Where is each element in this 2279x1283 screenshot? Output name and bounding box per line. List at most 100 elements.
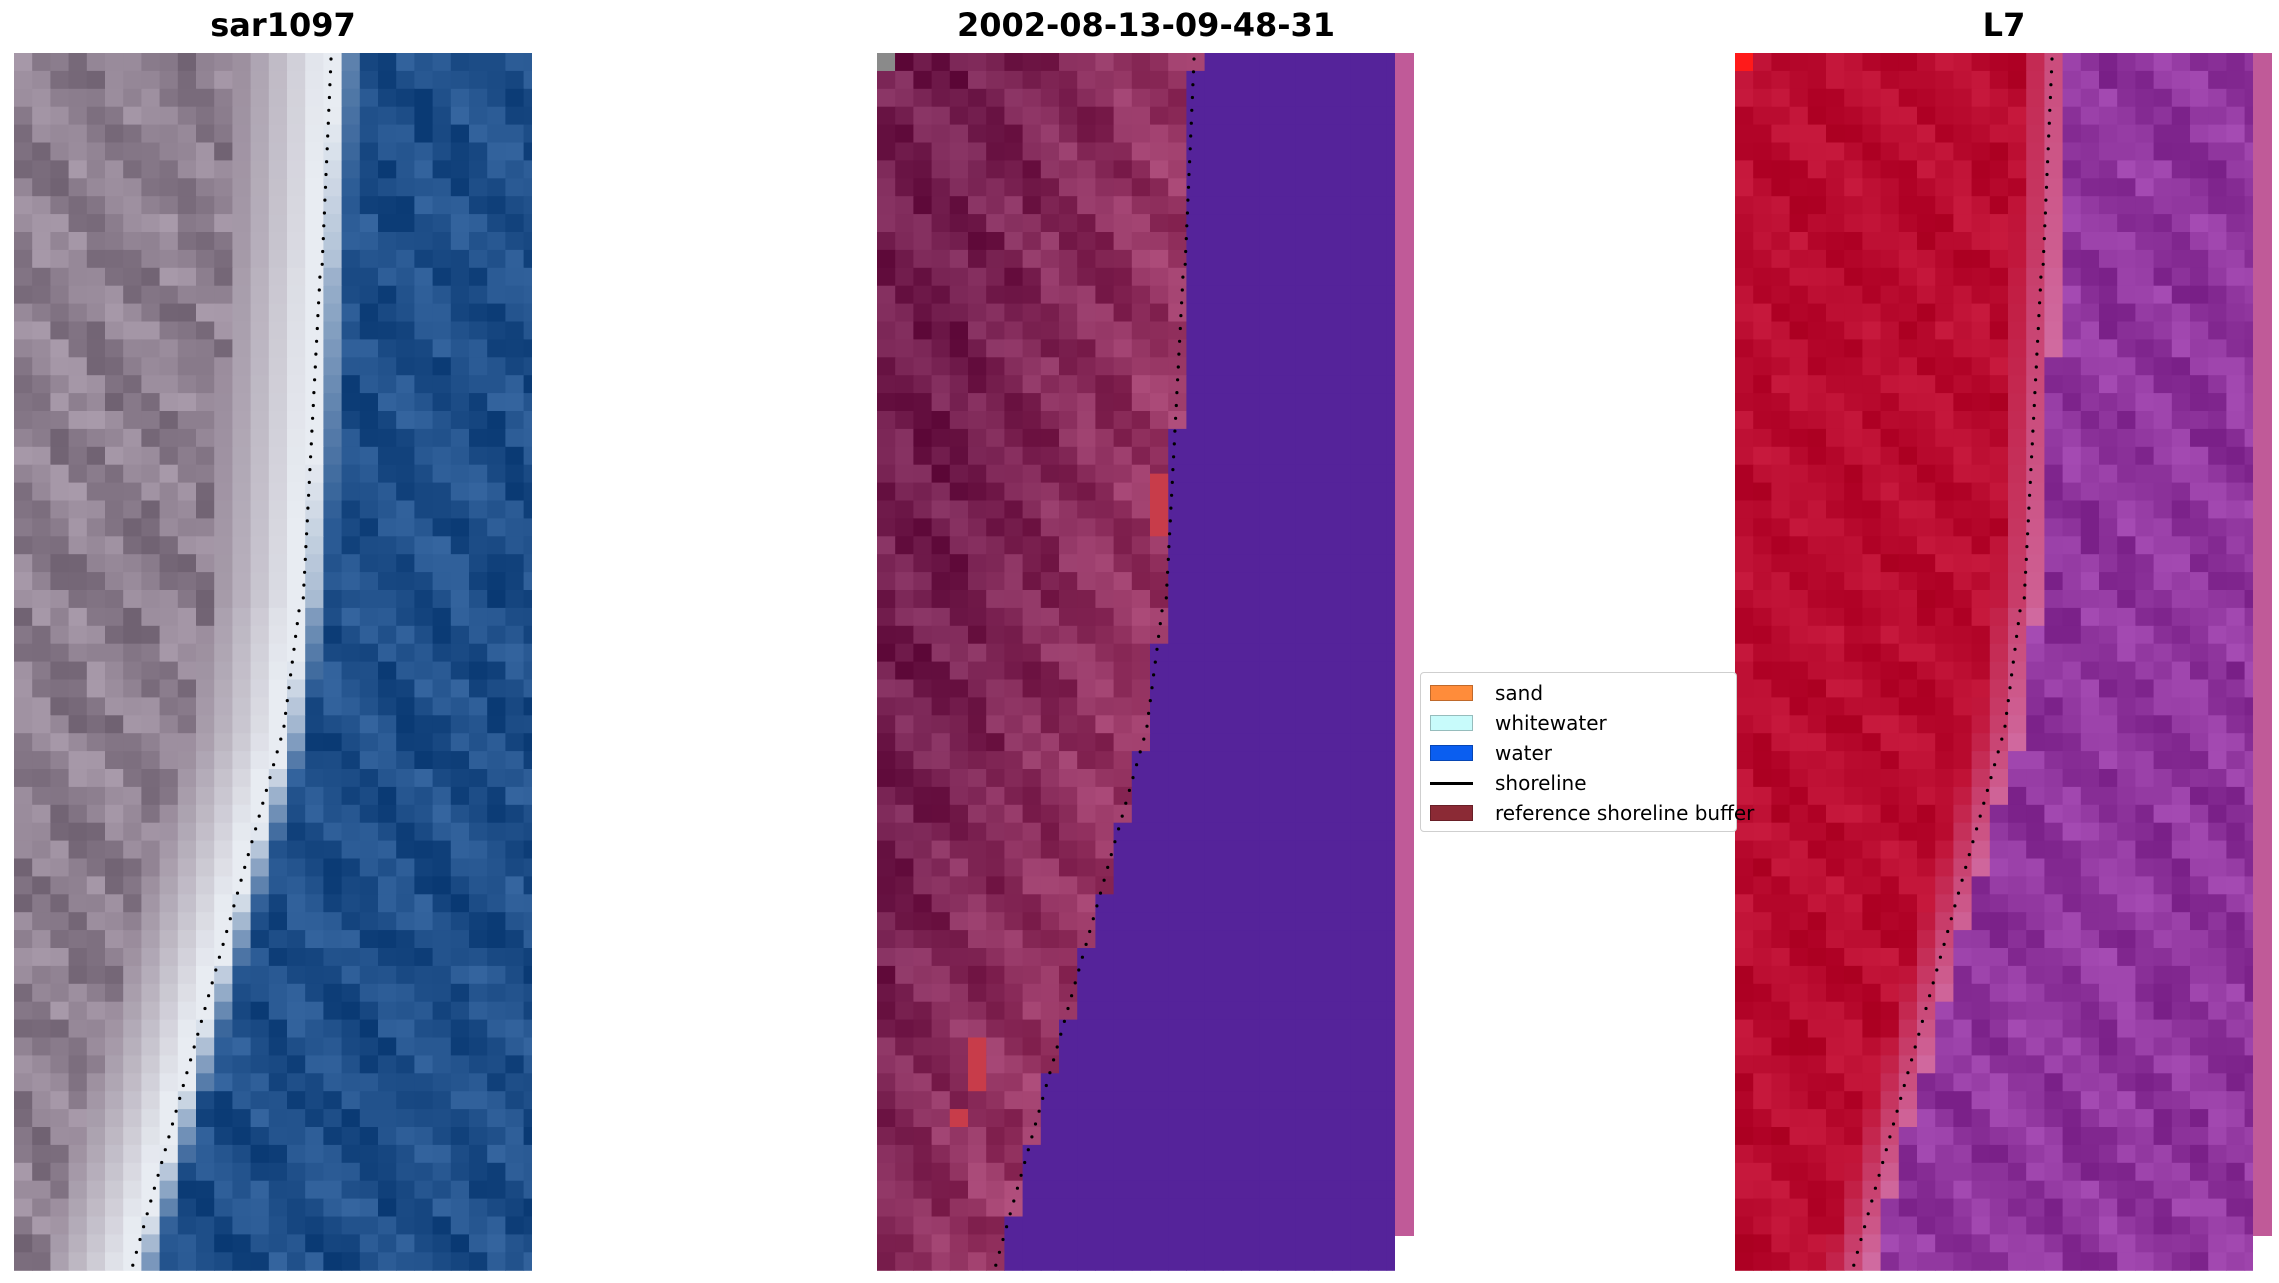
image-pixel: [268, 572, 288, 591]
image-pixel: [1295, 53, 1315, 72]
image-pixel: [986, 590, 1005, 609]
image-pixel: [913, 446, 933, 466]
image-pixel: [2080, 482, 2100, 502]
image-pixel: [214, 1144, 233, 1164]
image-pixel: [1113, 822, 1133, 842]
image-pixel: [1368, 1252, 1388, 1271]
image-pixel: [1204, 464, 1224, 484]
image-pixel: [414, 70, 434, 90]
image-pixel: [1131, 983, 1151, 1003]
image-pixel: [359, 196, 379, 215]
image-pixel: [1077, 965, 1096, 985]
image-pixel: [1222, 1127, 1242, 1146]
image-pixel: [341, 285, 361, 305]
shoreline-point: [1044, 1083, 1048, 1088]
image-pixel: [323, 912, 343, 931]
image-pixel: [1168, 249, 1187, 269]
image-pixel: [1953, 70, 1973, 90]
image-pixel: [523, 1162, 532, 1182]
image-pixel: [877, 321, 896, 340]
shoreline-point: [221, 942, 225, 947]
image-pixel: [505, 948, 525, 967]
image-pixel: [359, 1216, 379, 1235]
image-pixel: [50, 1216, 70, 1235]
image-pixel: [396, 679, 415, 698]
image-pixel: [1332, 1198, 1351, 1218]
image-pixel: [1735, 88, 1754, 108]
image-pixel: [1368, 876, 1388, 895]
image-pixel: [1935, 375, 1954, 394]
image-pixel: [877, 930, 896, 949]
image-pixel: [177, 894, 197, 913]
image-pixel: [2171, 536, 2191, 555]
image-pixel: [895, 1109, 914, 1128]
image-pixel: [1222, 590, 1242, 609]
image-pixel: [432, 267, 452, 287]
image-pixel: [414, 930, 434, 949]
image-pixel: [159, 232, 179, 251]
image-pixel: [1807, 106, 1827, 126]
image-pixel: [432, 858, 452, 877]
image-pixel: [986, 88, 1005, 108]
image-pixel: [268, 393, 288, 412]
image-pixel: [913, 1234, 933, 1253]
image-pixel: [469, 178, 488, 197]
image-pixel: [1059, 822, 1078, 842]
image-pixel: [450, 858, 470, 877]
image-pixel: [50, 1127, 70, 1146]
image-pixel: [196, 70, 215, 90]
image-pixel: [2135, 375, 2155, 394]
image-pixel: [32, 1109, 51, 1128]
image-pixel: [378, 930, 397, 949]
shoreline-point: [1026, 1148, 1030, 1152]
image-pixel: [378, 1234, 397, 1253]
image-pixel: [1844, 70, 1863, 90]
image-pixel: [949, 554, 969, 573]
image-pixel: [1880, 375, 1900, 394]
image-pixel: [1259, 965, 1278, 985]
image-pixel: [469, 572, 488, 591]
image-pixel: [1095, 715, 1115, 734]
image-pixel: [323, 930, 343, 949]
image-pixel: [1771, 339, 1791, 358]
image-pixel: [1040, 1091, 1060, 1110]
image-pixel: [123, 196, 142, 215]
image-pixel: [1113, 643, 1133, 663]
image-pixel: [450, 232, 470, 251]
image-pixel: [1295, 769, 1315, 788]
image-pixel: [32, 679, 51, 698]
image-pixel: [1095, 232, 1115, 251]
image-pixel: [32, 518, 51, 537]
image-pixel: [1241, 53, 1260, 72]
image-pixel: [487, 160, 506, 179]
image-pixel: [159, 70, 179, 90]
image-pixel: [968, 1127, 987, 1146]
image-pixel: [1022, 232, 1042, 251]
image-pixel: [2099, 214, 2118, 233]
image-pixel: [378, 715, 397, 734]
image-pixel: [1350, 983, 1369, 1003]
image-pixel: [2099, 536, 2118, 555]
image-pixel: [1222, 428, 1242, 448]
image-pixel: [159, 804, 179, 824]
image-pixel: [1953, 518, 1973, 537]
image-pixel: [159, 393, 179, 412]
image-pixel: [214, 178, 233, 197]
shoreline-point: [174, 1109, 178, 1113]
image-pixel: [1880, 142, 1900, 161]
image-pixel: [86, 303, 106, 323]
image-pixel: [450, 428, 470, 448]
shoreline-point: [316, 314, 320, 318]
image-pixel: [469, 1162, 488, 1182]
image-pixel: [986, 428, 1005, 448]
image-pixel: [1880, 536, 1900, 555]
image-pixel: [396, 1198, 415, 1218]
image-pixel: [1059, 249, 1078, 269]
image-pixel: [913, 142, 933, 161]
image-pixel: [1059, 232, 1078, 251]
image-pixel: [877, 393, 896, 412]
image-pixel: [86, 912, 106, 931]
image-pixel: [523, 1037, 532, 1056]
image-pixel: [913, 625, 933, 645]
image-pixel: [986, 894, 1005, 913]
